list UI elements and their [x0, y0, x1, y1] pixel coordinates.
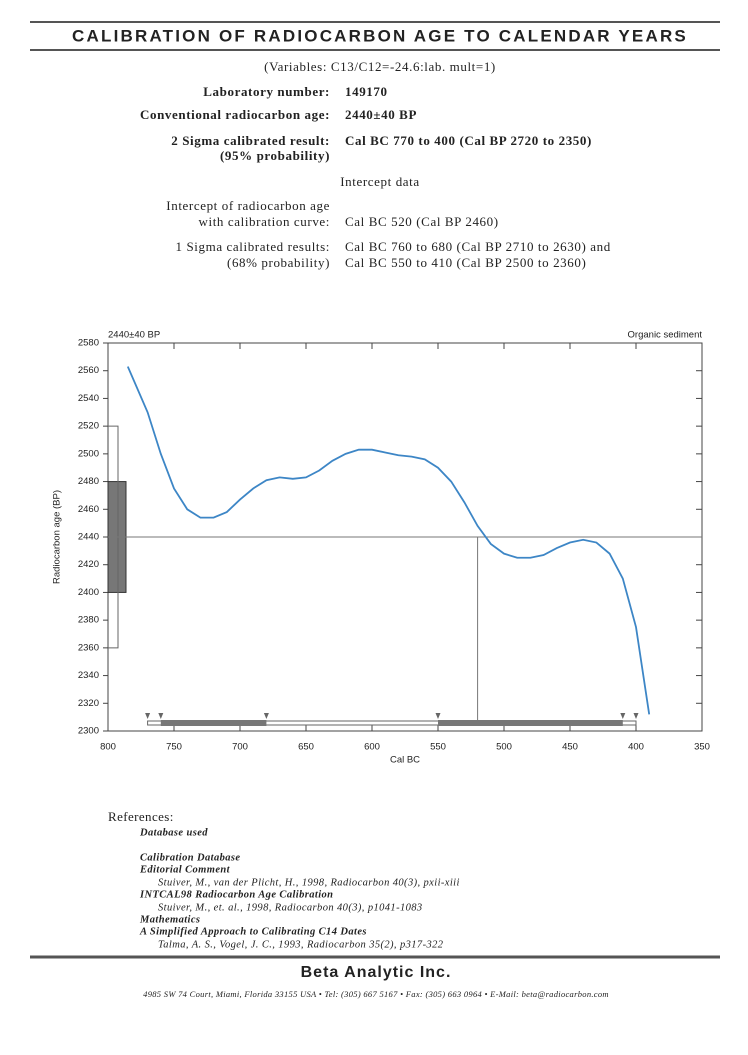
field-label: Laboratory number:: [203, 84, 330, 99]
annotation: Organic sediment: [628, 330, 703, 341]
y-tick-label: 2500: [78, 448, 99, 459]
y-tick-label: 2340: [78, 670, 99, 681]
field-label: 2 Sigma calibrated result:: [171, 133, 330, 148]
y-tick-label: 2360: [78, 642, 99, 653]
range-marker: [620, 713, 626, 719]
x-tick-label: 400: [628, 742, 644, 753]
y-tick-label: 2520: [78, 421, 99, 432]
reference: Editorial Comment: [139, 864, 231, 875]
x-axis-label: Cal BC: [390, 755, 420, 766]
range-marker: [145, 713, 151, 719]
annotation: 2440±40 BP: [108, 330, 160, 341]
x-tick-label: 650: [298, 742, 314, 753]
x-tick-label: 750: [166, 742, 182, 753]
y-tick-label: 2440: [78, 532, 99, 543]
reference: Talma, A. S., Vogel, J. C., 1993, Radioc…: [158, 939, 444, 950]
x-tick-label: 350: [694, 742, 710, 753]
field-value: 149170: [345, 84, 388, 99]
y-tick-label: 2420: [78, 559, 99, 570]
range-marker: [158, 713, 164, 719]
range-marker: [633, 713, 639, 719]
x-tick-label: 450: [562, 742, 578, 753]
range-1-sigma: [438, 720, 623, 726]
variables: (Variables: C13/C12=-24.6:lab. mult=1): [264, 59, 496, 74]
range-2-sigma: [147, 720, 637, 726]
x-tick-label: 550: [430, 742, 446, 753]
field-label: Conventional radiocarbon age:: [140, 107, 330, 122]
title: CALIBRATION OF RADIOCARBON AGE TO CALEND…: [72, 26, 688, 45]
intercept-label: with calibration curve:: [199, 214, 330, 229]
intercept-value: Cal BC 760 to 680 (Cal BP 2710 to 2630) …: [345, 239, 611, 254]
range-marker: [263, 713, 269, 719]
y-tick-label: 2480: [78, 476, 99, 487]
address: 4985 SW 74 Court, Miami, Florida 33155 U…: [143, 989, 609, 999]
reference: A Simplified Approach to Calibrating C14…: [139, 926, 367, 937]
y-tick-label: 2380: [78, 615, 99, 626]
reference: INTCAL98 Radiocarbon Age Calibration: [139, 889, 333, 900]
intercept-value: Cal BC 520 (Cal BP 2460): [345, 214, 499, 229]
references-heading: References:: [108, 809, 174, 824]
x-tick-label: 600: [364, 742, 380, 753]
intercept-label: 1 Sigma calibrated results:: [176, 239, 330, 254]
intercept-label: (68% probability): [227, 255, 330, 270]
y-tick-label: 2580: [78, 338, 99, 349]
field-value: Cal BC 770 to 400 (Cal BP 2720 to 2350): [345, 133, 592, 148]
y-tick-label: 2320: [78, 698, 99, 709]
calibration-curve: [126, 366, 651, 715]
field-value: 2440±40 BP: [345, 107, 417, 122]
reference: Calibration Database: [140, 852, 240, 863]
intercept-label: Intercept of radiocarbon age: [166, 198, 330, 213]
y-tick-label: 2460: [78, 504, 99, 515]
field-label: (95% probability): [220, 148, 330, 163]
x-tick-label: 700: [232, 742, 248, 753]
x-tick-label: 800: [100, 742, 116, 753]
intercept-heading: Intercept data: [340, 174, 420, 189]
y-tick-label: 2540: [78, 393, 99, 404]
company: Beta Analytic Inc.: [301, 964, 452, 981]
range-1-sigma: [160, 720, 267, 726]
intercept-value: Cal BC 550 to 410 (Cal BP 2500 to 2360): [345, 255, 586, 270]
reference: Mathematics: [139, 914, 200, 925]
reference: Database used: [139, 827, 208, 838]
reference: Stuiver, M., et. al., 1998, Radiocarbon …: [158, 902, 423, 913]
y-tick-label: 2560: [78, 365, 99, 376]
y-axis-label: Radiocarbon age (BP): [52, 490, 63, 584]
range-marker: [435, 713, 441, 719]
x-tick-label: 500: [496, 742, 512, 753]
y-tick-label: 2400: [78, 587, 99, 598]
reference: Stuiver, M., van der Plicht, H., 1998, R…: [158, 877, 460, 888]
y-tick-label: 2300: [78, 726, 99, 737]
